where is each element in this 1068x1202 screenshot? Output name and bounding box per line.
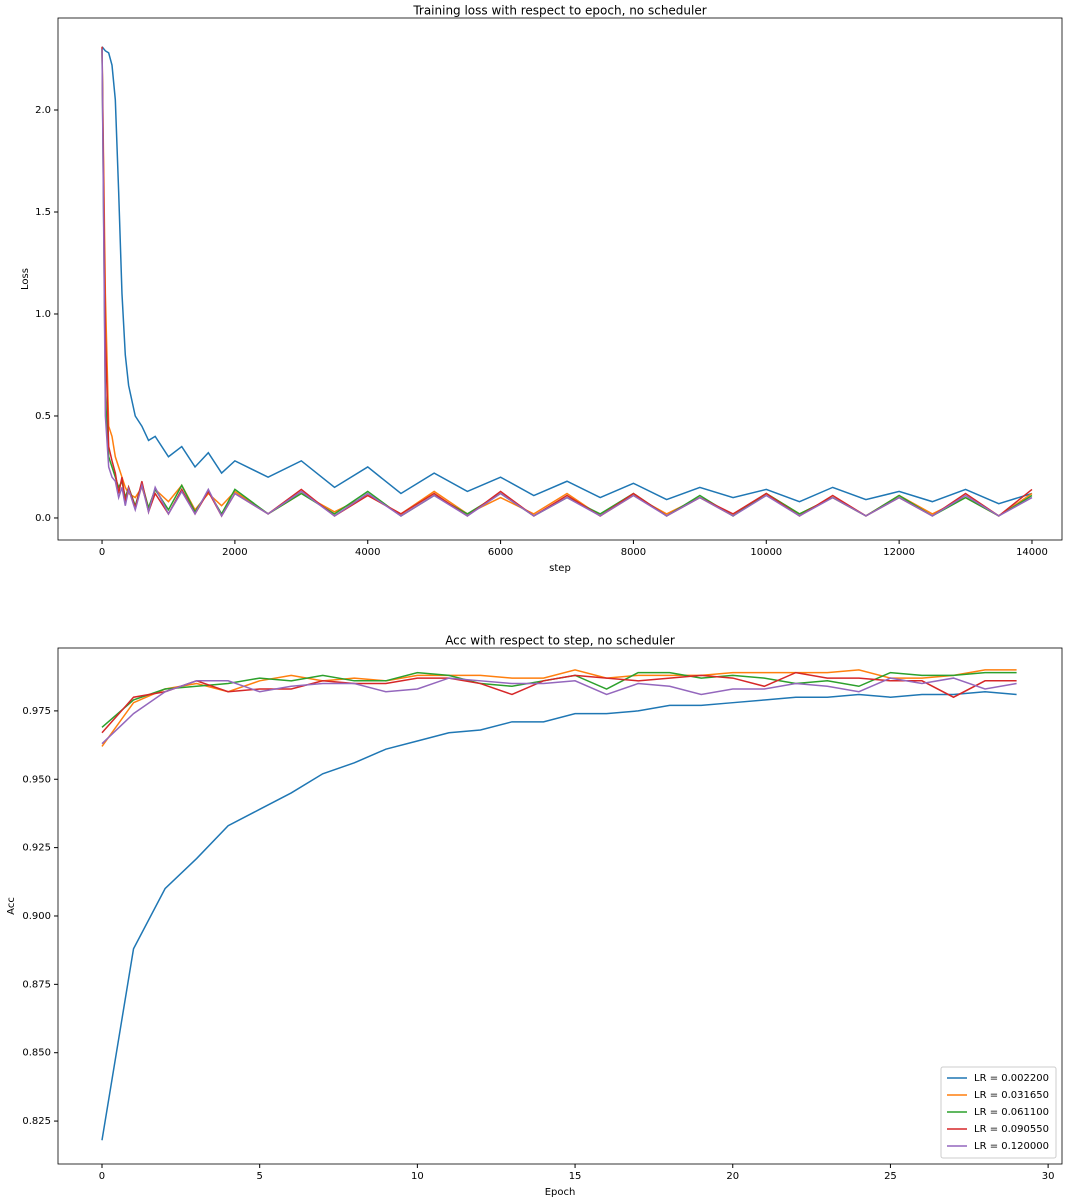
x-tick-label: 12000 <box>883 547 915 558</box>
y-tick-label: 0.825 <box>22 1116 51 1127</box>
legend-label: LR = 0.061100 <box>974 1107 1049 1118</box>
legend-label: LR = 0.031650 <box>974 1090 1049 1101</box>
chart-title: Acc with respect to step, no scheduler <box>445 634 675 648</box>
legend: LR = 0.002200 LR = 0.031650 LR = 0.061100 L… <box>940 1066 1057 1159</box>
chart-title: Training loss with respect to epoch, no … <box>412 4 706 18</box>
x-tick-label: 15 <box>569 1171 582 1182</box>
legend-box <box>940 1066 1057 1159</box>
line-series <box>101 48 1033 517</box>
x-tick-label: 6000 <box>488 547 513 558</box>
x-tick-label: 10 <box>411 1171 424 1182</box>
line-series <box>101 690 1017 1141</box>
y-tick-label: 0.875 <box>22 979 51 990</box>
y-tick-label: 0.925 <box>22 843 51 854</box>
y-tick-label: 2.0 <box>35 105 51 116</box>
x-tick-label: 14000 <box>1016 547 1048 558</box>
legend-label: LR = 0.120000 <box>974 1141 1049 1152</box>
plot-frame <box>57 647 1063 1165</box>
y-tick-label: 0.850 <box>22 1048 51 1059</box>
line-series <box>101 46 1033 505</box>
x-axis-label: Epoch <box>545 1187 576 1198</box>
x-tick-label: 20 <box>726 1171 739 1182</box>
x-tick-label: 8000 <box>621 547 646 558</box>
legend-label: LR = 0.002200 <box>974 1073 1049 1084</box>
line-series <box>101 671 1017 728</box>
x-tick-label: 25 <box>884 1171 897 1182</box>
x-tick-label: 10000 <box>750 547 782 558</box>
line-series <box>101 677 1017 745</box>
y-tick-label: 0.0 <box>35 513 51 524</box>
legend-label: LR = 0.090550 <box>974 1124 1049 1135</box>
x-tick-label: 0 <box>99 1171 105 1182</box>
line-series <box>101 46 1033 518</box>
y-axis-label: Acc <box>6 897 17 915</box>
y-tick-label: 1.5 <box>35 207 51 218</box>
line-series <box>101 669 1017 747</box>
x-tick-label: 0 <box>99 547 105 558</box>
y-tick-label: 1.0 <box>35 309 51 320</box>
y-tick-label: 0.975 <box>22 706 51 717</box>
x-axis-label: step <box>549 563 571 574</box>
y-tick-label: 0.5 <box>35 411 51 422</box>
line-series <box>101 48 1033 518</box>
x-tick-label: 2000 <box>222 547 247 558</box>
x-tick-label: 30 <box>1042 1171 1055 1182</box>
y-tick-label: 0.950 <box>22 774 51 785</box>
y-tick-label: 0.900 <box>22 911 51 922</box>
plot-frame <box>57 17 1063 541</box>
y-axis-label: Loss <box>20 268 31 290</box>
x-tick-label: 5 <box>256 1171 262 1182</box>
line-series <box>101 48 1033 517</box>
x-tick-label: 4000 <box>355 547 380 558</box>
